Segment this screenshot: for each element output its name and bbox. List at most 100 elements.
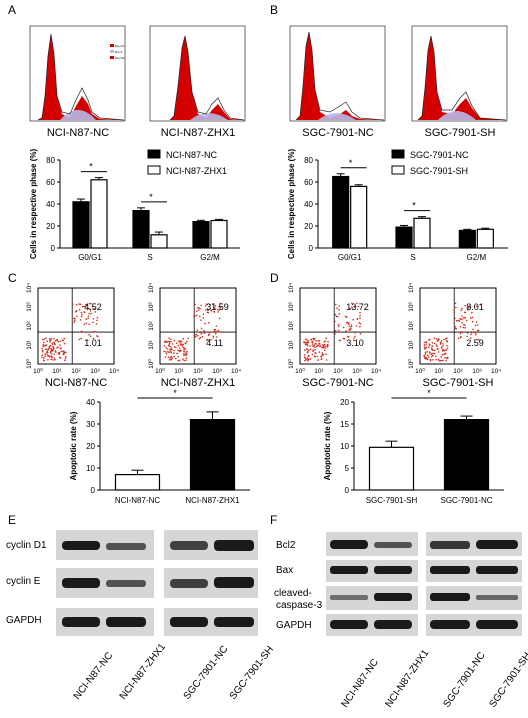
event-dot	[334, 329, 337, 332]
event-dot	[336, 307, 338, 310]
event-dot	[454, 331, 457, 333]
event-dot	[460, 309, 463, 312]
blot-band	[170, 617, 208, 627]
blot-band	[430, 566, 470, 574]
event-dot	[93, 307, 96, 310]
event-dot	[312, 345, 315, 348]
event-dot	[359, 311, 361, 314]
bar	[189, 419, 236, 491]
event-dot	[71, 303, 74, 305]
y-tick-label: 60	[304, 178, 313, 187]
event-dot	[207, 334, 210, 337]
y-tick-label: 15	[340, 420, 349, 429]
event-dot	[92, 321, 94, 324]
event-dot	[446, 339, 448, 342]
event-dot	[163, 345, 166, 347]
event-dot	[54, 358, 56, 361]
event-dot	[194, 336, 196, 338]
event-dot	[43, 359, 45, 362]
panel-label-a: A	[8, 3, 16, 17]
event-dot	[45, 348, 47, 351]
event-dot	[455, 306, 457, 309]
event-dot	[338, 329, 340, 332]
legend-label: NCI-N87-NC	[166, 150, 218, 160]
event-dot	[436, 345, 438, 348]
event-dot	[431, 355, 433, 358]
event-dot	[207, 309, 209, 312]
event-dot	[445, 360, 447, 362]
event-dot	[175, 346, 177, 349]
event-dot	[437, 339, 439, 342]
event-dot	[183, 347, 185, 349]
event-dot	[426, 351, 428, 353]
event-dot	[321, 354, 324, 356]
x-tick-label: 10⁴	[231, 368, 241, 375]
event-dot	[85, 318, 87, 321]
event-dot	[453, 312, 456, 314]
histogram-legend-g2: Dip G2	[115, 56, 125, 60]
event-dot	[218, 305, 221, 308]
event-dot	[345, 330, 347, 332]
event-dot	[470, 333, 472, 336]
event-dot	[325, 337, 328, 340]
x-tick-label: 10⁰	[155, 367, 165, 375]
event-dot	[322, 345, 325, 348]
blot-band	[374, 593, 412, 601]
y-axis-label: Apoptotic rate (%)	[69, 411, 78, 480]
event-dot	[62, 353, 65, 356]
y-tick-label: 10	[340, 442, 349, 451]
blot-label-cyclin-d1: cyclin D1	[6, 540, 47, 551]
event-dot	[88, 333, 90, 336]
y-tick-label: 0	[91, 486, 96, 495]
panel-label-d: D	[270, 271, 279, 285]
y-tick-label: 10⁰	[147, 359, 155, 369]
event-dot	[85, 304, 88, 307]
event-dot	[171, 348, 173, 351]
event-dot	[65, 355, 67, 358]
event-dot	[172, 343, 174, 345]
event-dot	[462, 326, 465, 329]
y-tick-label: 0	[345, 486, 350, 495]
legend-swatch	[147, 165, 161, 175]
event-dot	[350, 325, 353, 328]
y-tick-label: 10²	[288, 320, 295, 330]
event-dot	[169, 349, 171, 351]
x-tick-label: G0/G1	[338, 253, 362, 262]
event-dot	[46, 350, 48, 353]
event-dot	[62, 350, 65, 352]
event-dot	[435, 358, 438, 361]
event-dot	[327, 344, 329, 347]
event-dot	[463, 316, 465, 319]
panel-label-e: E	[8, 513, 16, 527]
event-dot	[78, 338, 81, 341]
y-tick-label: 10⁴	[148, 283, 155, 293]
event-dot	[212, 335, 214, 338]
event-dot	[309, 345, 312, 347]
blot-label-cleaved: cleaved-	[274, 588, 312, 599]
event-dot	[459, 318, 462, 321]
event-dot	[179, 344, 182, 346]
event-dot	[338, 308, 340, 311]
event-dot	[53, 341, 55, 344]
event-dot	[430, 353, 433, 355]
event-dot	[94, 330, 96, 333]
event-dot	[471, 320, 474, 323]
event-dot	[354, 335, 356, 338]
event-dot	[350, 328, 352, 330]
event-dot	[41, 354, 44, 357]
event-dot	[325, 353, 327, 356]
event-dot	[43, 357, 45, 360]
event-dot	[461, 318, 464, 320]
event-dot	[431, 349, 434, 351]
event-dot	[215, 325, 218, 327]
event-dot	[314, 337, 316, 340]
event-dot	[311, 353, 314, 356]
event-dot	[43, 338, 45, 341]
y-tick-label: 40	[46, 200, 55, 209]
event-dot	[354, 331, 357, 334]
y-axis-label: Cells in respective phase (%)	[287, 149, 296, 260]
event-dot	[49, 339, 51, 342]
event-dot	[44, 353, 46, 356]
blot-band	[170, 579, 208, 588]
event-dot	[315, 340, 317, 342]
